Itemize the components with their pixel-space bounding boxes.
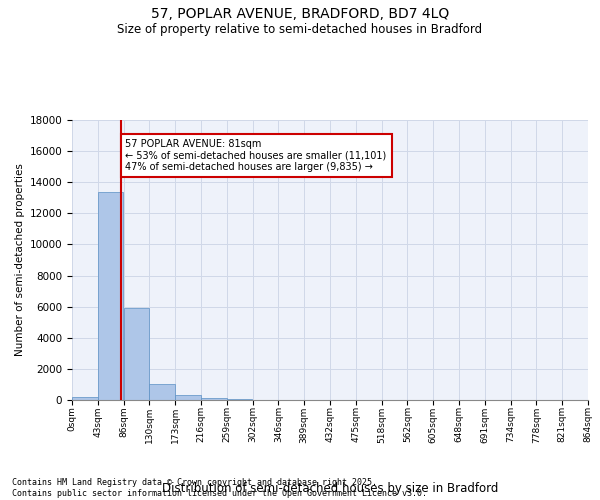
Bar — [72, 397, 98, 400]
Bar — [98, 192, 124, 400]
Bar — [149, 384, 175, 400]
Text: 57, POPLAR AVENUE, BRADFORD, BD7 4LQ: 57, POPLAR AVENUE, BRADFORD, BD7 4LQ — [151, 8, 449, 22]
Text: 57 POPLAR AVENUE: 81sqm
← 53% of semi-detached houses are smaller (11,101)
47% o: 57 POPLAR AVENUE: 81sqm ← 53% of semi-de… — [125, 138, 386, 172]
Bar — [175, 395, 201, 400]
Bar — [201, 398, 227, 400]
X-axis label: Distribution of semi-detached houses by size in Bradford: Distribution of semi-detached houses by … — [162, 482, 498, 494]
Text: Contains HM Land Registry data © Crown copyright and database right 2025.
Contai: Contains HM Land Registry data © Crown c… — [12, 478, 427, 498]
Bar — [124, 308, 149, 400]
Y-axis label: Number of semi-detached properties: Number of semi-detached properties — [16, 164, 25, 356]
Text: Size of property relative to semi-detached houses in Bradford: Size of property relative to semi-detach… — [118, 22, 482, 36]
Bar — [227, 398, 253, 400]
